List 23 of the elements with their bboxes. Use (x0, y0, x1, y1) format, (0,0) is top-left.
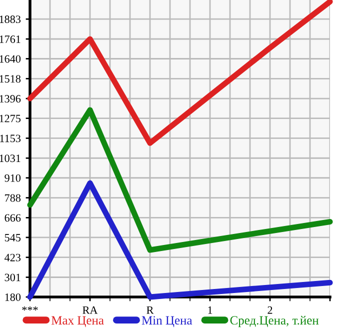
x-tick-label: 2 (268, 306, 272, 314)
legend-label: Min Цена (142, 316, 192, 328)
x-tick-label: *** (22, 306, 38, 311)
y-tick-label: 1883 (0, 16, 21, 24)
y-tick-label: 423 (4, 254, 21, 262)
y-tick-label: 1275 (0, 114, 21, 122)
y-tick-label: 910 (4, 174, 21, 182)
legend-label: Сред.Цена, т.йен (230, 316, 319, 328)
y-tick-label: 1640 (0, 55, 21, 63)
y-tick-label: 666 (4, 214, 21, 222)
y-tick-label: 1031 (0, 154, 20, 162)
x-tick-label: 1 (208, 306, 212, 314)
y-tick-label: 301 (4, 274, 20, 282)
y-tick-label: 788 (5, 194, 21, 202)
legend-label: Max Цена (52, 316, 104, 328)
y-tick-label: 1761 (0, 36, 20, 43)
y-tick-label: 1396 (0, 95, 21, 103)
y-tick-label: 1153 (0, 134, 21, 142)
x-tick-label: RA (82, 306, 98, 314)
y-tick-label: 1518 (0, 75, 21, 83)
y-tick-label: 180 (5, 293, 21, 301)
y-tick-label: 545 (4, 234, 21, 242)
x-tick-label: R (146, 306, 154, 314)
